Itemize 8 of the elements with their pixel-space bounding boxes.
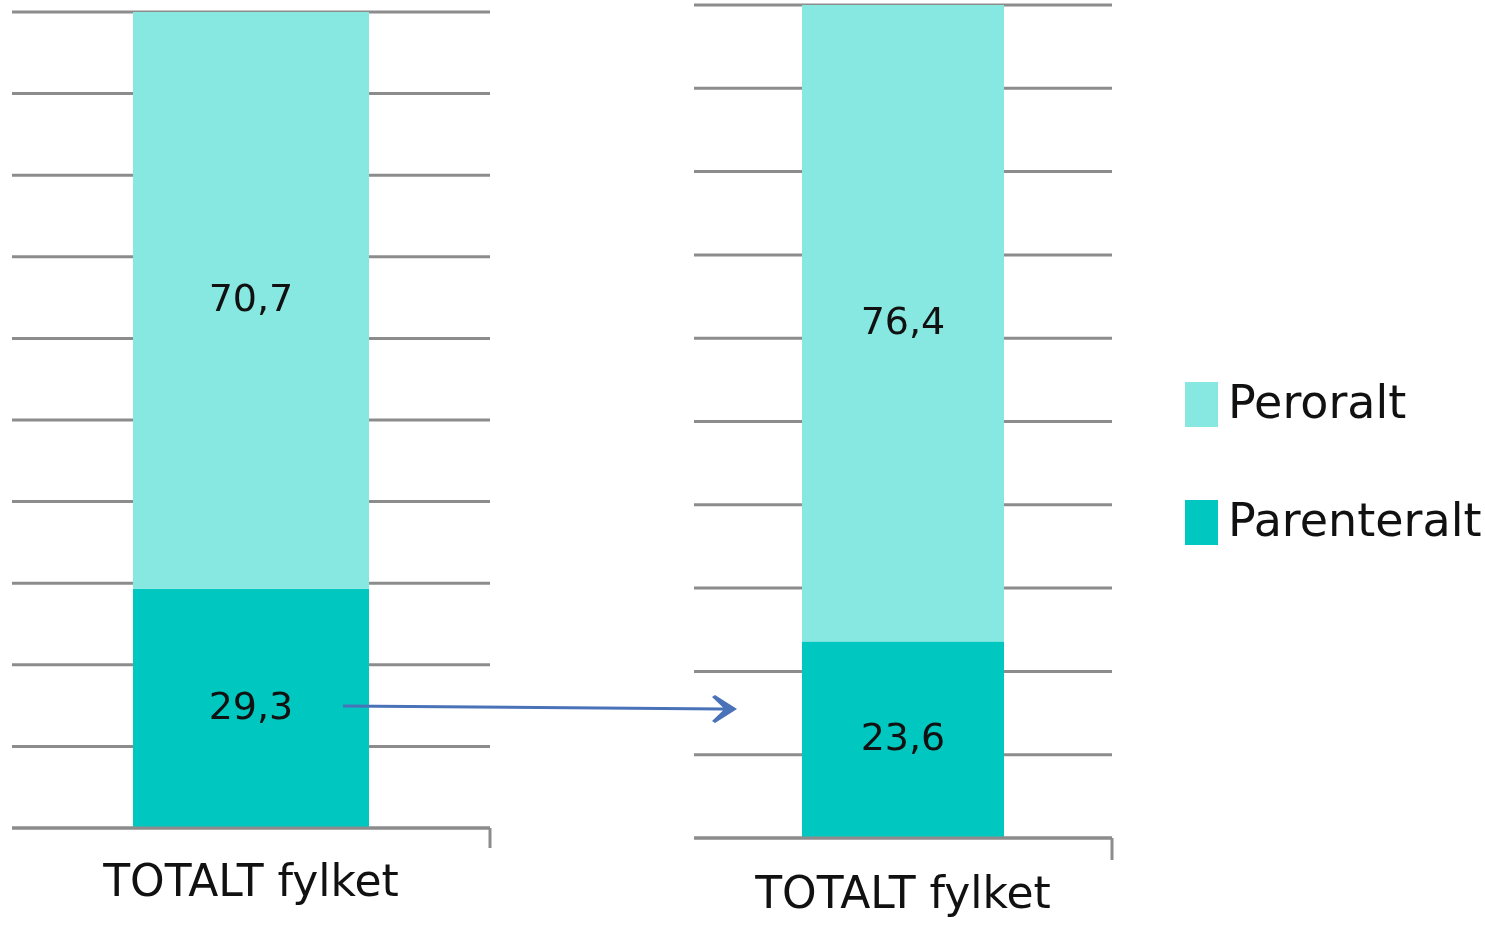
legend-label: Parenteralt (1228, 492, 1482, 547)
data-label: 29,3 (208, 683, 294, 728)
x-tick-label: TOTALT fylket (102, 855, 399, 906)
data-label: 23,6 (860, 715, 946, 760)
data-label: 76,4 (860, 298, 946, 343)
x-tick-label: TOTALT fylket (754, 867, 1051, 918)
legend-label: Peroralt (1228, 374, 1407, 429)
data-label: 70,7 (208, 275, 294, 320)
